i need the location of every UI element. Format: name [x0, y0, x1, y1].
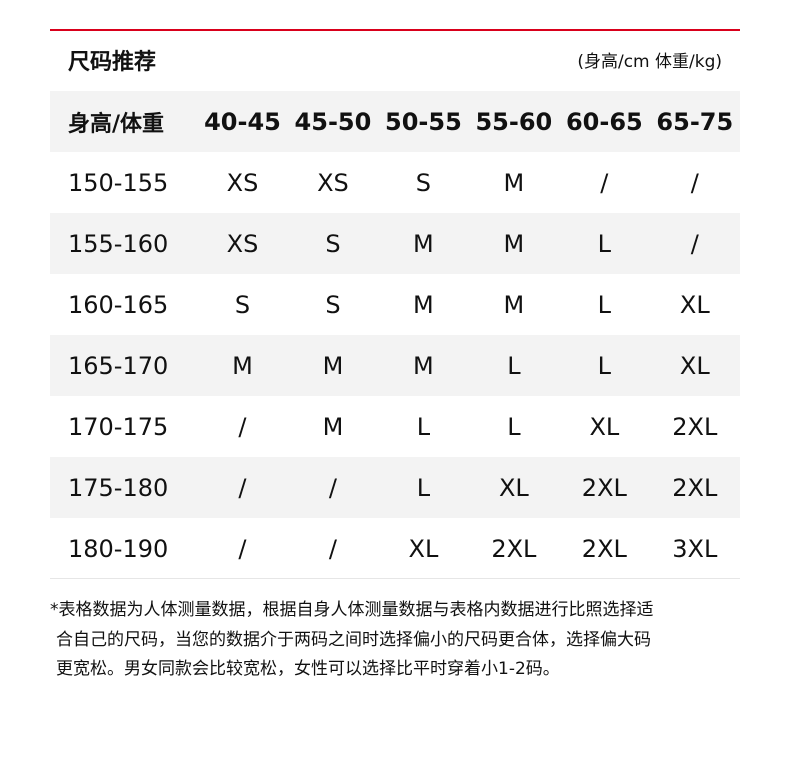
table-cell: L [597, 351, 612, 380]
table-cell: 2XL [491, 534, 537, 563]
page-title: 尺码推荐 [68, 50, 157, 75]
table-cell: / [238, 473, 247, 502]
table-cell: XS [317, 168, 349, 197]
row-label: 身高/体重 [68, 111, 165, 137]
footnote-line: 更宽松。男女同款会比较宽松，女性可以选择比平时穿着小1-2码。 [56, 659, 560, 679]
table-cell: L [416, 412, 431, 441]
table-cell: M [322, 412, 344, 441]
unit-note: (身高/cm 体重/kg) [577, 52, 722, 72]
row-label: 155-160 [68, 229, 169, 258]
table-row: 175-180 / / L XL 2XL 2XL [50, 457, 740, 518]
table-cell: 45-50 [294, 107, 372, 136]
table-cell: / [238, 534, 247, 563]
table-cell: / [600, 168, 609, 197]
table-cell: M [413, 290, 434, 319]
table-cell: XS [226, 168, 259, 197]
table-cell: S [325, 229, 341, 258]
table-cell: 60-65 [565, 107, 643, 136]
table-cell: M [413, 229, 434, 258]
table-cell: S [325, 290, 341, 319]
table-cell: XL [408, 534, 439, 563]
table-cell: L [597, 229, 612, 258]
row-label: 170-175 [68, 412, 169, 441]
table-cell: 65-75 [656, 107, 734, 136]
table-cell: 50-55 [385, 107, 462, 136]
table-cell: / [328, 473, 337, 502]
table-row: 150-155 XS XS S M / / [50, 152, 740, 213]
table-cell: L [507, 412, 521, 441]
table-cell: 40-45 [204, 107, 281, 136]
row-label: 165-170 [68, 351, 169, 380]
table-cell: M [503, 168, 525, 197]
table-cell: XS [226, 229, 259, 258]
table-cell: 2XL [672, 412, 718, 441]
table-cell: M [503, 229, 525, 258]
row-label: 175-180 [68, 473, 169, 502]
table-cell: 55-60 [475, 107, 553, 136]
table-cell: S [415, 168, 432, 197]
table-cell: / [238, 412, 247, 441]
footnote-line: 合自己的尺码，当您的数据介于两码之间时选择偏小的尺码更合体，选择偏大码 [56, 629, 651, 650]
table-cell: M [232, 351, 253, 380]
table-cell: L [597, 290, 612, 319]
table-row: 155-160 XS S M M L / [50, 213, 740, 274]
footnote: *表格数据为人体测量数据，根据自身人体测量数据与表格内数据进行比照选择适 合自己… [50, 596, 654, 685]
table-row: 180-190 / / XL 2XL 2XL 3XL [50, 518, 740, 579]
table-cell: M [322, 351, 344, 380]
table-row: 170-175 / M L L XL 2XL [50, 396, 740, 457]
table-cell: / [328, 534, 337, 563]
table-cell: XL [679, 290, 710, 319]
table-cell: M [413, 351, 434, 380]
table-row: 160-165 S S M M L XL [50, 274, 740, 335]
row-label: 180-190 [68, 534, 169, 563]
table-cell: / [690, 229, 699, 258]
table-cell: 3XL [672, 534, 718, 563]
table-cell: / [690, 168, 699, 197]
table-row: 165-170 M M M L L XL [50, 335, 740, 396]
table-cell: XL [498, 473, 529, 502]
row-label: 160-165 [68, 290, 169, 319]
table-header-row: 身高/体重 40-45 45-50 50-55 55-60 60-65 65-75 [50, 91, 740, 152]
table-cell: 2XL [672, 473, 718, 502]
table-cell: XL [589, 412, 620, 441]
table-cell: L [507, 351, 521, 380]
top-accent-line [50, 29, 740, 31]
size-table: 身高/体重 40-45 45-50 50-55 55-60 60-65 65-75 150-… [50, 91, 740, 579]
table-cell: M [503, 290, 525, 319]
table-bottom-divider [50, 578, 740, 579]
row-label: 150-155 [68, 168, 169, 197]
table-cell: XL [679, 351, 710, 380]
footnote-line: *表格数据为人体测量数据，根据自身人体测量数据与表格内数据进行比照选择适 [50, 600, 654, 620]
table-cell: L [416, 473, 431, 502]
table-cell: S [234, 290, 251, 319]
table-cell: 2XL [581, 473, 627, 502]
table-cell: 2XL [581, 534, 627, 563]
